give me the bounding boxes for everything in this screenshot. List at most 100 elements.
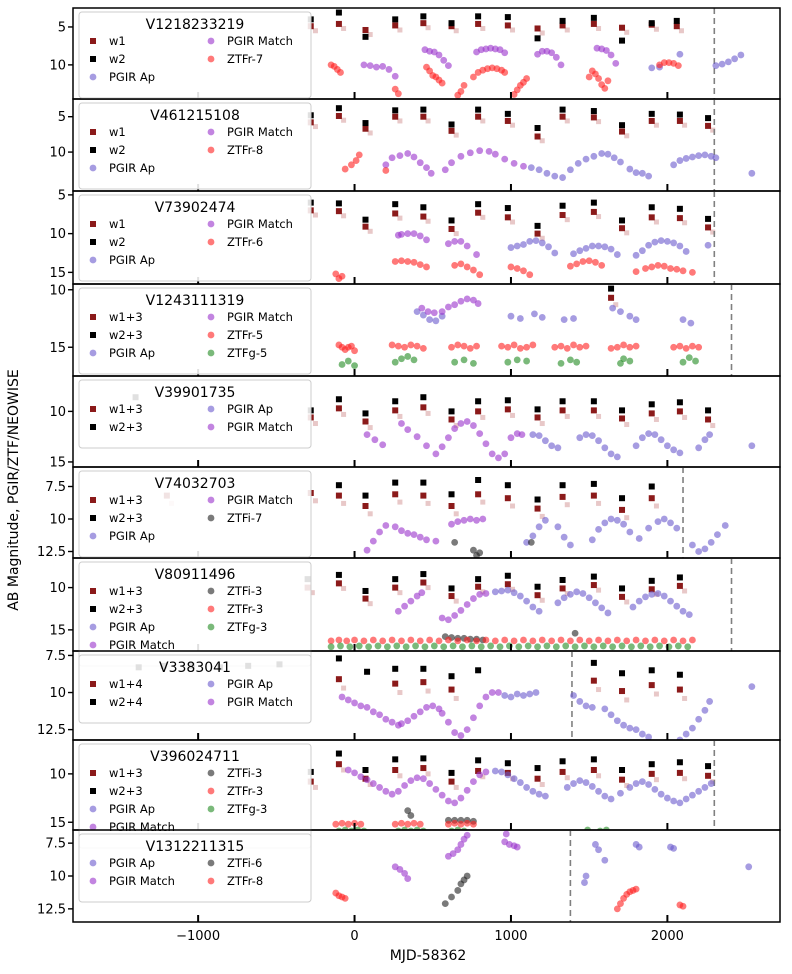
data-point bbox=[440, 643, 448, 651]
ghost-point bbox=[653, 691, 659, 697]
data-point bbox=[676, 111, 683, 118]
data-point bbox=[642, 593, 649, 601]
series-pgir_match bbox=[394, 230, 480, 258]
data-point bbox=[398, 819, 405, 827]
data-point bbox=[529, 787, 537, 795]
legend-label: PGIR Ap bbox=[109, 70, 155, 84]
data-point bbox=[448, 893, 455, 901]
legend-label: w1+3 bbox=[109, 310, 143, 324]
data-point bbox=[689, 724, 696, 732]
series-pgir_match bbox=[418, 295, 482, 317]
data-point bbox=[338, 819, 346, 827]
data-point bbox=[327, 643, 335, 651]
data-point bbox=[504, 771, 512, 779]
data-point bbox=[444, 303, 452, 311]
legend-marker bbox=[89, 532, 97, 540]
data-point bbox=[448, 673, 455, 680]
legend-marker bbox=[207, 680, 215, 688]
data-point bbox=[559, 407, 566, 414]
series-w1 bbox=[608, 294, 615, 301]
series-pgir_ap bbox=[491, 767, 715, 807]
y-tick-label: 7.5 bbox=[45, 837, 66, 852]
data-point bbox=[635, 535, 643, 542]
series-w2 bbox=[335, 477, 655, 503]
legend-marker bbox=[207, 220, 215, 228]
legend-marker bbox=[89, 73, 97, 81]
data-point bbox=[423, 263, 430, 271]
y-tick-label: 10 bbox=[49, 767, 66, 782]
data-point bbox=[420, 106, 427, 113]
data-point bbox=[599, 642, 607, 650]
data-point bbox=[420, 404, 427, 411]
ghost-point bbox=[678, 28, 684, 34]
legend-label: w2+3 bbox=[109, 420, 143, 434]
data-point bbox=[416, 820, 424, 828]
ghost-point bbox=[453, 511, 459, 517]
data-point bbox=[559, 398, 566, 405]
series-pgir_match bbox=[394, 589, 490, 624]
ghost-point bbox=[341, 767, 347, 773]
data-point bbox=[475, 20, 482, 27]
data-point bbox=[454, 887, 462, 894]
data-point bbox=[448, 769, 455, 776]
legend-label: w2 bbox=[109, 235, 126, 249]
data-point bbox=[335, 580, 342, 587]
data-point bbox=[423, 703, 430, 711]
data-point bbox=[454, 826, 462, 830]
data-point bbox=[523, 343, 531, 351]
data-point bbox=[470, 266, 477, 274]
data-point bbox=[570, 692, 577, 699]
data-point bbox=[592, 599, 599, 607]
ghost-point bbox=[480, 118, 486, 124]
data-point bbox=[748, 169, 756, 177]
data-point bbox=[448, 520, 455, 528]
panel-V73902474: 5 10 15 V73902474 w1 w2 PGIR Ap PGIR Match ZTFr-… bbox=[49, 188, 781, 285]
data-point bbox=[451, 301, 459, 309]
x-tick-label: −1000 bbox=[176, 929, 220, 944]
data-point bbox=[392, 491, 399, 498]
ghost-point bbox=[510, 27, 516, 33]
legend-box bbox=[78, 833, 312, 903]
data-point bbox=[376, 784, 383, 791]
data-point bbox=[454, 518, 462, 525]
data-point bbox=[335, 827, 343, 830]
ghost-point bbox=[596, 687, 602, 693]
data-point bbox=[394, 342, 402, 350]
ghost-point bbox=[710, 127, 716, 133]
series-pgir_ap bbox=[581, 841, 753, 886]
data-point bbox=[534, 583, 541, 590]
data-point bbox=[507, 434, 515, 442]
data-point bbox=[590, 767, 597, 773]
data-point bbox=[619, 217, 626, 224]
ghost-point bbox=[480, 25, 486, 31]
data-point bbox=[613, 717, 621, 725]
data-point bbox=[432, 537, 440, 545]
data-point bbox=[448, 593, 455, 600]
y-tick-label: 10 bbox=[49, 870, 66, 885]
data-point bbox=[520, 267, 527, 275]
data-point bbox=[424, 308, 432, 315]
data-point bbox=[335, 9, 342, 16]
data-point bbox=[595, 75, 602, 82]
data-point bbox=[518, 431, 526, 439]
plot-area bbox=[135, 651, 756, 740]
data-point bbox=[670, 239, 678, 247]
data-point bbox=[701, 545, 709, 553]
ghost-point bbox=[453, 598, 459, 604]
data-point bbox=[618, 642, 626, 650]
ghost-point bbox=[682, 414, 688, 420]
ghost-point bbox=[564, 27, 570, 33]
data-point bbox=[695, 152, 703, 160]
data-point bbox=[638, 247, 646, 255]
data-point bbox=[532, 237, 540, 245]
data-point bbox=[651, 238, 659, 246]
ghost-point bbox=[480, 589, 486, 595]
data-point bbox=[663, 237, 671, 245]
data-point bbox=[576, 777, 584, 785]
data-point bbox=[451, 539, 459, 546]
data-point bbox=[607, 51, 615, 59]
data-point bbox=[619, 37, 626, 44]
data-point bbox=[590, 492, 597, 499]
ghost-point bbox=[596, 587, 602, 593]
data-point bbox=[475, 477, 482, 483]
